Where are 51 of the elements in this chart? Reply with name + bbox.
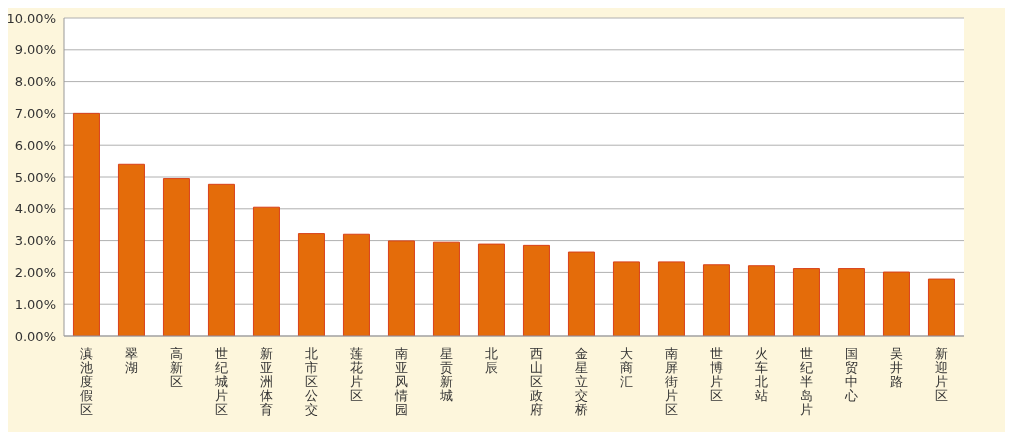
y-tick-label: 10.00%	[6, 10, 56, 26]
y-tick-label: 9.00%	[14, 42, 56, 58]
x-tick-label: 南亚风情园	[394, 346, 408, 417]
x-tick-label: 高新区	[170, 346, 183, 389]
bar	[162, 178, 190, 336]
x-tick-label: 西山区政府	[530, 346, 543, 417]
bar	[477, 243, 505, 336]
x-tick-label: 北辰	[485, 346, 498, 375]
x-tick-label: 星贡新城	[439, 346, 453, 403]
bar	[207, 183, 235, 336]
x-tick-label: 世纪城片区	[214, 346, 228, 417]
bar	[252, 206, 280, 336]
y-tick-label: 3.00%	[14, 233, 56, 249]
x-tick-label: 火车北站	[755, 346, 768, 403]
x-tick-label: 滇池度假区	[80, 346, 93, 417]
bar	[342, 233, 370, 336]
x-tick-label: 大商汇	[620, 346, 633, 389]
x-tick-label: 新亚洲体育	[260, 346, 273, 417]
bar	[297, 233, 325, 336]
y-tick-label: 7.00%	[14, 106, 56, 122]
x-tick-label: 世纪半岛片	[800, 346, 813, 417]
bar	[522, 244, 550, 336]
x-tick-label: 世博片区	[710, 346, 723, 403]
y-tick-label: 6.00%	[14, 137, 56, 153]
bar	[72, 112, 100, 336]
y-tick-label: 8.00%	[14, 74, 56, 90]
x-tick-label: 国贸中心	[844, 346, 858, 403]
y-tick-label: 1.00%	[14, 296, 56, 312]
x-tick-label: 翠湖	[125, 346, 138, 375]
y-tick-label: 2.00%	[14, 265, 56, 281]
y-tick-label: 4.00%	[14, 201, 56, 217]
bar	[747, 265, 775, 336]
x-tick-label: 北市区公交	[305, 346, 318, 417]
bar	[792, 268, 820, 336]
bar	[432, 241, 460, 336]
bar	[702, 264, 730, 336]
y-tick-label: 0.00%	[14, 328, 56, 344]
bar	[567, 251, 595, 336]
bar	[117, 163, 145, 336]
bar	[927, 278, 955, 336]
x-tick-label: 莲花片区	[350, 346, 363, 403]
bar	[387, 240, 415, 336]
x-tick-label: 新迎片区	[935, 346, 948, 403]
x-tick-label: 金星立交桥	[574, 346, 588, 417]
x-tick-label: 南屏街片区	[665, 346, 678, 417]
bar	[612, 261, 640, 336]
x-tick-label: 吴井路	[890, 346, 903, 389]
bar	[657, 261, 685, 336]
y-tick-label: 5.00%	[14, 169, 56, 185]
bar	[837, 268, 865, 336]
bar	[882, 271, 910, 336]
